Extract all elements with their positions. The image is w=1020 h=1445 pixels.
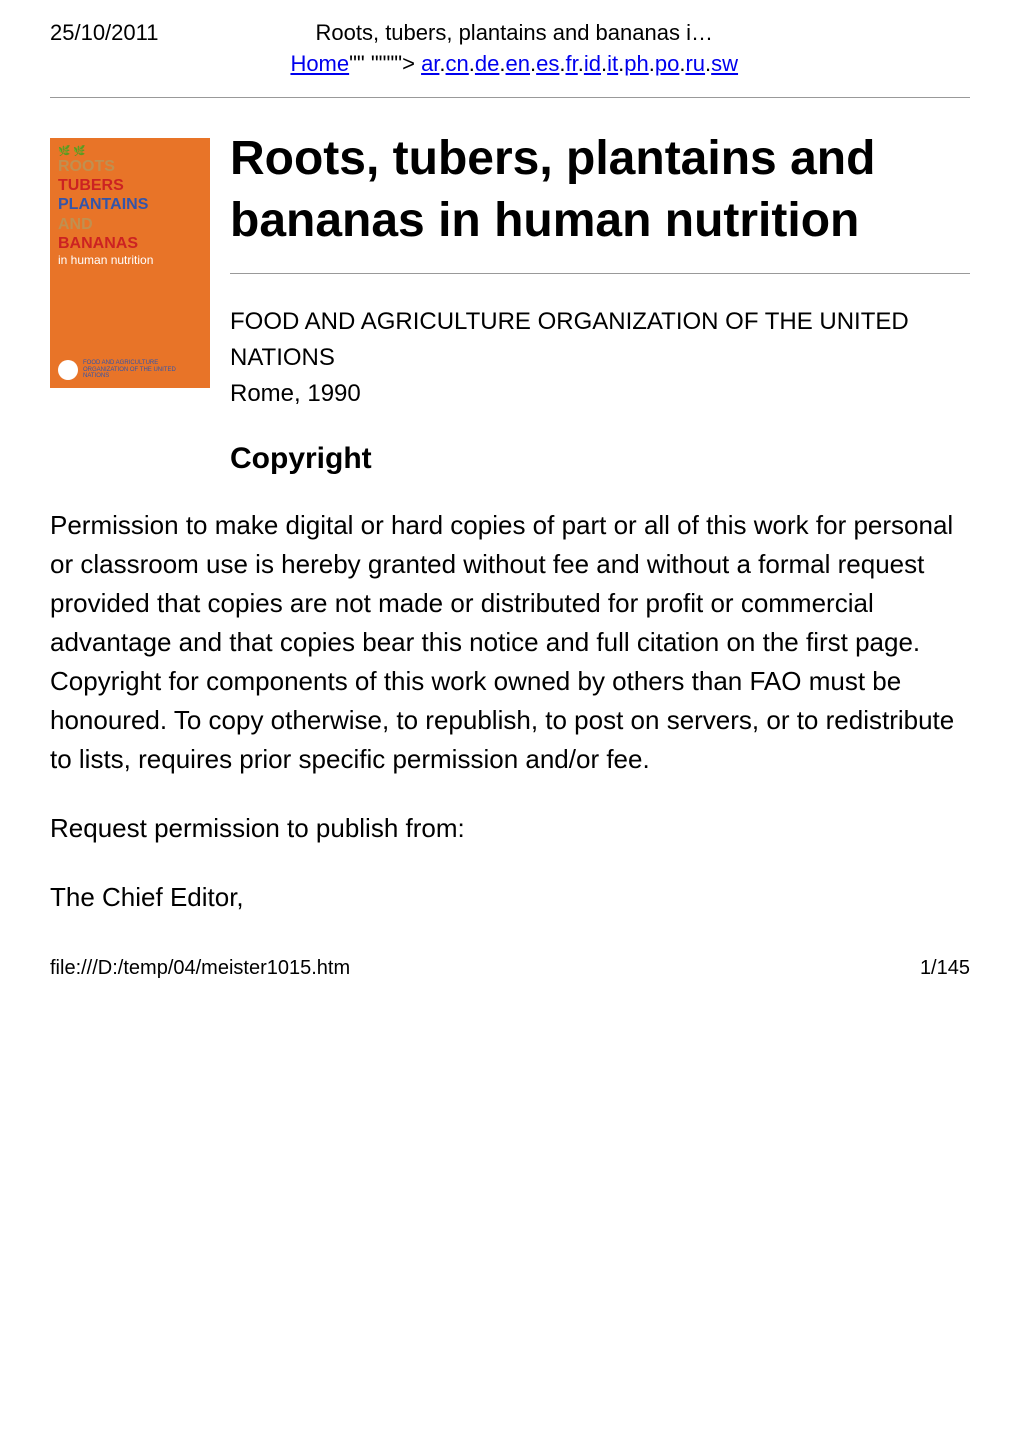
page-header: 25/10/2011 Roots, tubers, plantains and … (50, 20, 970, 87)
language-nav: Home"" """"> ar.cn.de.en.es.fr.id.it.ph.… (158, 51, 870, 77)
page-number: 1/145 (920, 957, 970, 980)
lang-links-container: ar.cn.de.en.es.fr.id.it.ph.po.ru.sw (421, 51, 738, 76)
lang-link-fr[interactable]: fr (566, 51, 578, 76)
title-section: 🌿 🌿 ROOTSTUBERSPLANTAINSANDBANANAS in hu… (50, 128, 970, 476)
fao-logo-icon (58, 360, 78, 380)
lang-link-sw[interactable]: sw (711, 51, 738, 76)
cover-word: TUBERS (58, 176, 202, 195)
lang-link-en[interactable]: en (506, 51, 530, 76)
request-paragraph: Request permission to publish from: (50, 809, 970, 848)
cover-org-text: FOOD AND AGRICULTURE ORGANIZATION OF THE… (83, 360, 202, 380)
cover-title-words: ROOTSTUBERSPLANTAINSANDBANANAS (58, 157, 202, 253)
cover-footer: FOOD AND AGRICULTURE ORGANIZATION OF THE… (58, 360, 202, 380)
title-block: Roots, tubers, plantains and bananas in … (230, 128, 970, 476)
publisher-info: FOOD AND AGRICULTURE ORGANIZATION OF THE… (230, 304, 970, 412)
nav-separator: "" """"> (349, 51, 421, 76)
lang-link-id[interactable]: id (584, 51, 601, 76)
file-path: file:///D:/temp/04/meister1015.htm (50, 957, 350, 980)
cover-word: ROOTS (58, 157, 202, 176)
header-center: Roots, tubers, plantains and bananas i… … (158, 20, 870, 87)
home-link[interactable]: Home (290, 51, 349, 76)
page-title: Roots, tubers, plantains and bananas in … (230, 128, 970, 253)
cover-content: 🌿 🌿 ROOTSTUBERSPLANTAINSANDBANANAS in hu… (58, 146, 202, 350)
lang-link-ph[interactable]: ph (624, 51, 648, 76)
lang-link-ar[interactable]: ar (421, 51, 439, 76)
contact-line: The Chief Editor, (50, 878, 970, 917)
publisher-name: FOOD AND AGRICULTURE ORGANIZATION OF THE… (230, 304, 970, 376)
cover-word: BANANAS (58, 234, 202, 253)
print-title-truncated: Roots, tubers, plantains and bananas i… (158, 20, 870, 46)
print-date: 25/10/2011 (50, 20, 158, 46)
title-divider (230, 273, 970, 274)
lang-link-cn[interactable]: cn (446, 51, 469, 76)
book-cover: 🌿 🌿 ROOTSTUBERSPLANTAINSANDBANANAS in hu… (50, 138, 210, 388)
page-footer: file:///D:/temp/04/meister1015.htm 1/145 (50, 957, 970, 980)
copyright-heading: Copyright (230, 442, 970, 476)
lang-link-es[interactable]: es (536, 51, 559, 76)
lang-link-de[interactable]: de (475, 51, 499, 76)
cover-word: AND (58, 215, 202, 234)
permission-paragraph: Permission to make digital or hard copie… (50, 506, 970, 779)
top-divider (50, 97, 970, 98)
lang-link-po[interactable]: po (655, 51, 679, 76)
lang-link-it[interactable]: it (607, 51, 618, 76)
cover-word: PLANTAINS (58, 195, 202, 214)
publisher-location-year: Rome, 1990 (230, 376, 970, 412)
lang-link-ru[interactable]: ru (685, 51, 705, 76)
cover-decoration: 🌿 🌿 (58, 146, 202, 157)
cover-subtitle: in human nutrition (58, 253, 202, 267)
